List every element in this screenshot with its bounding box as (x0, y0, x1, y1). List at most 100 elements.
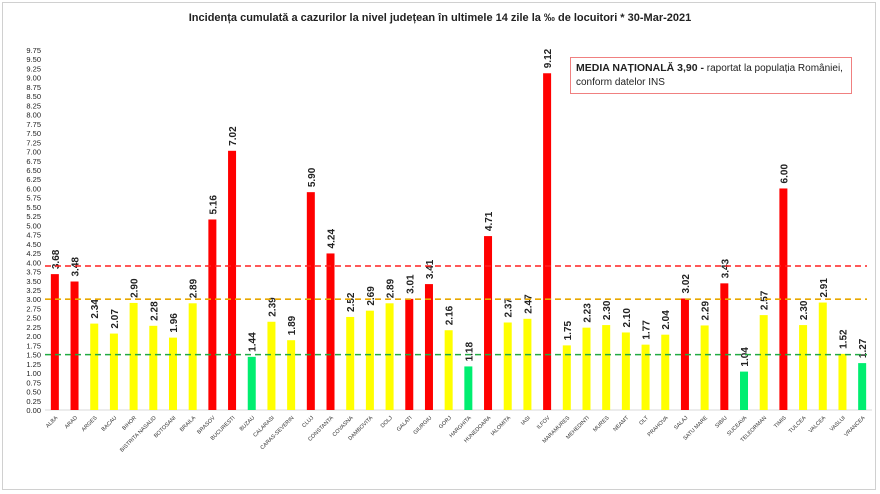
x-tick-label: IASI (520, 415, 532, 427)
value-label: 1.52 (838, 329, 849, 349)
x-tick-label: BUZAU (239, 415, 256, 432)
value-label: 2.69 (366, 286, 377, 306)
bar (267, 321, 276, 410)
value-label: 4.24 (327, 229, 338, 249)
value-label: 2.57 (760, 290, 771, 310)
y-tick-label: 2.75 (26, 304, 41, 313)
value-label: 1.75 (563, 320, 574, 340)
value-label: 2.91 (819, 278, 830, 298)
y-tick-label: 3.75 (26, 268, 41, 277)
national-average-text: raportat la populația României, conform … (576, 63, 843, 88)
value-label: 3.02 (681, 274, 692, 294)
bar (188, 303, 197, 410)
bar (700, 325, 709, 410)
bar (838, 353, 847, 410)
x-tick-label: ARGES (81, 415, 99, 433)
x-tick-label: MURES (592, 415, 611, 434)
value-label: 3.01 (405, 274, 416, 294)
x-tick-label: ALBA (45, 415, 59, 429)
value-label: 3.41 (425, 259, 436, 279)
y-tick-label: 5.00 (26, 221, 41, 230)
y-tick-label: 2.50 (26, 314, 41, 323)
y-tick-label: 8.75 (26, 83, 41, 92)
y-tick-label: 3.50 (26, 277, 41, 286)
y-tick-label: 5.75 (26, 194, 41, 203)
value-label: 3.68 (51, 249, 62, 269)
y-tick-label: 9.50 (26, 55, 41, 64)
y-tick-label: 5.50 (26, 203, 41, 212)
x-tick-label: OLT (638, 415, 650, 427)
bar (326, 253, 335, 410)
value-label: 2.34 (90, 299, 101, 319)
bar (90, 323, 99, 410)
bar (562, 345, 571, 410)
bar (523, 318, 532, 410)
bar (799, 325, 808, 410)
x-tick-label: ILFOV (536, 415, 552, 431)
value-label: 1.27 (858, 338, 869, 358)
y-tick-label: 2.25 (26, 323, 41, 332)
value-label: 2.07 (110, 309, 121, 329)
value-label: 2.89 (189, 278, 200, 298)
value-label: 7.02 (228, 126, 239, 146)
bar (759, 315, 768, 410)
y-tick-label: 1.75 (26, 341, 41, 350)
x-tick-label: GALATI (396, 415, 414, 433)
x-tick-label: TIMIS (773, 415, 788, 430)
y-tick-label: 9.75 (26, 46, 41, 55)
bar (365, 310, 374, 410)
value-label: 1.18 (464, 342, 475, 362)
y-tick-label: 3.25 (26, 286, 41, 295)
x-tick-label: SALAJ (673, 415, 689, 431)
x-tick-label: CLUJ (301, 415, 315, 429)
y-tick-label: 5.25 (26, 212, 41, 221)
x-tick-label: VASLUI (829, 415, 847, 433)
y-tick-label: 6.75 (26, 157, 41, 166)
y-tick-label: 1.50 (26, 351, 41, 360)
value-label: 5.16 (208, 195, 219, 215)
value-label: 3.43 (720, 258, 731, 278)
value-label: 9.12 (543, 48, 554, 68)
value-label: 2.29 (701, 301, 712, 321)
x-tick-label: VALCEA (808, 415, 828, 435)
bar (70, 281, 79, 410)
y-tick-label: 6.50 (26, 166, 41, 175)
x-tick-label: IALOMITA (490, 415, 512, 437)
value-label: 2.16 (445, 305, 456, 325)
value-label: 2.30 (602, 300, 613, 320)
bar (109, 333, 118, 410)
y-tick-label: 6.00 (26, 184, 41, 193)
bar (740, 371, 749, 410)
value-label: 2.89 (386, 278, 397, 298)
bar (149, 325, 158, 410)
bar (582, 327, 591, 410)
value-label: 2.39 (267, 297, 278, 317)
bar (661, 334, 670, 410)
value-label: 2.47 (523, 294, 534, 314)
value-label: 2.23 (582, 303, 593, 323)
x-tick-label: VRANCEA (844, 415, 867, 438)
value-label: 1.04 (740, 347, 751, 367)
y-tick-label: 7.00 (26, 148, 41, 157)
value-label: 1.44 (248, 332, 259, 352)
y-tick-label: 2.00 (26, 332, 41, 341)
y-tick-label: 7.25 (26, 138, 41, 147)
value-label: 2.52 (346, 292, 357, 312)
y-tick-label: 1.00 (26, 369, 41, 378)
value-label: 1.89 (287, 315, 298, 335)
y-tick-label: 8.50 (26, 92, 41, 101)
value-label: 2.04 (661, 310, 672, 330)
bar (385, 303, 394, 410)
y-tick-label: 9.00 (26, 74, 41, 83)
y-tick-label: 0.75 (26, 378, 41, 387)
y-tick-label: 3.00 (26, 295, 41, 304)
x-tick-label: GORJ (438, 415, 453, 430)
national-average-note: MEDIA NAȚIONALĂ 3,90 - raportat la popul… (570, 57, 852, 94)
y-tick-label: 0.00 (26, 406, 41, 415)
bar (50, 274, 59, 410)
bar (641, 344, 650, 410)
bar (858, 363, 867, 410)
value-label: 1.77 (642, 320, 653, 340)
bar (129, 302, 138, 410)
